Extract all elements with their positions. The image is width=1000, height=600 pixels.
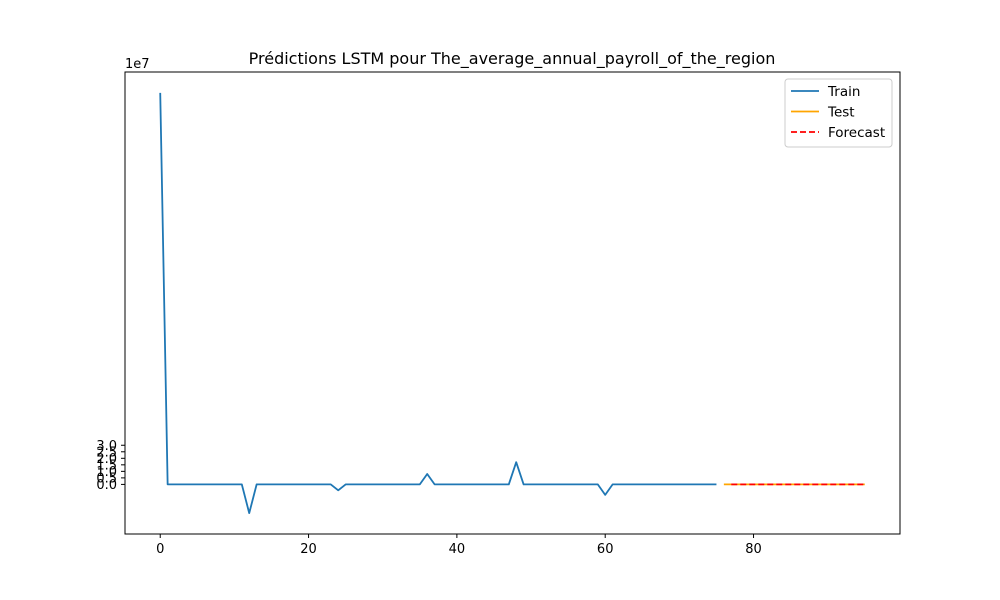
y-tick-label: 0.5: [96, 471, 117, 486]
series-layer: [159, 92, 865, 515]
x-tick-label: 20: [300, 542, 317, 557]
x-tick-label: 80: [745, 542, 762, 557]
legend-label-train: Train: [827, 84, 860, 100]
y-tick-label: 1.5: [96, 458, 117, 473]
x-tick-label: 60: [597, 542, 614, 557]
y-tick-label: 0.0: [96, 478, 117, 493]
y-offset-label: 1e7: [125, 57, 150, 72]
legend: Train Test Forecast: [784, 78, 893, 148]
x-tick-label: 40: [449, 542, 466, 557]
y-tick-label: 1.0: [96, 465, 117, 480]
legend-box: [784, 78, 893, 148]
legend-label-test: Test: [827, 105, 855, 121]
y-tick-label: 3.0: [96, 439, 117, 454]
series-line-train: [159, 92, 717, 515]
legend-label-forecast: Forecast: [828, 125, 885, 141]
ticks-layer: 0 20 40 60 80 0.00.51.01.52.02.53.0: [96, 439, 761, 557]
plot-area-frame: [124, 71, 901, 535]
y-tick-label: 2.0: [96, 452, 117, 467]
x-tick-label: 0: [156, 542, 164, 557]
y-tick-label: 2.5: [96, 445, 117, 460]
chart-title: Prédictions LSTM pour The_average_annual…: [249, 49, 776, 69]
